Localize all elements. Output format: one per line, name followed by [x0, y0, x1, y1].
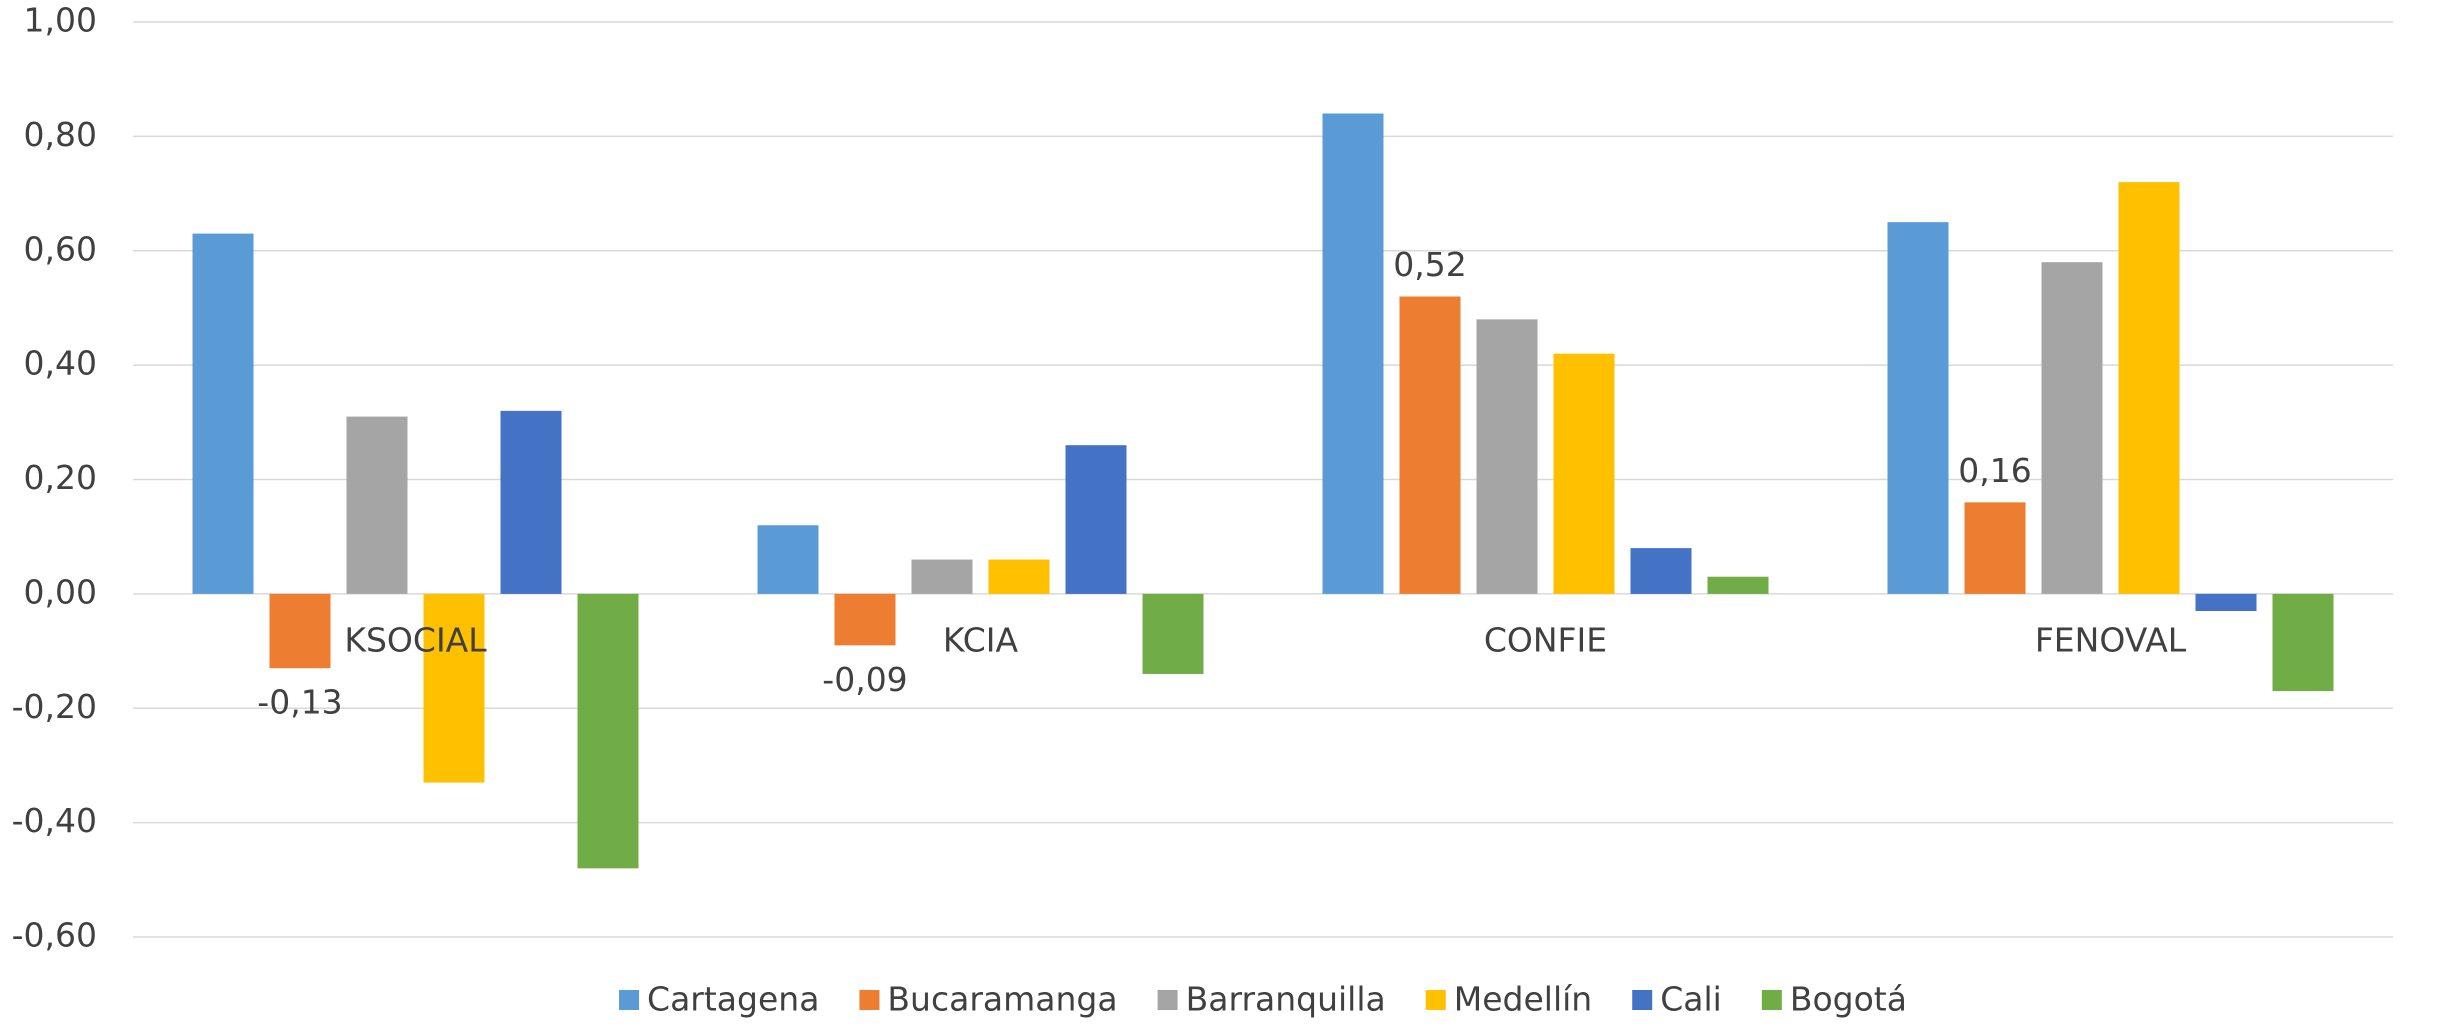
bar — [2118, 182, 2180, 594]
y-tick-label: -0,40 — [12, 801, 97, 840]
bar — [423, 593, 485, 783]
legend-swatch — [859, 990, 880, 1010]
legend-swatch — [1157, 990, 1178, 1010]
y-tick-label: 0,00 — [24, 572, 97, 611]
legend-swatch — [1761, 990, 1782, 1010]
y-tick-label: 0,60 — [24, 229, 97, 268]
y-tick-label: 0,40 — [24, 344, 97, 383]
y-tick-label: -0,60 — [12, 916, 97, 955]
data-label: -0,09 — [822, 660, 907, 699]
legend-swatch — [1425, 990, 1446, 1010]
bar — [1322, 113, 1384, 594]
bar — [500, 410, 562, 594]
bar — [1707, 576, 1769, 594]
legend-label: Bucaramanga — [887, 980, 1117, 1019]
x-tick-label: CONFIE — [1484, 620, 1607, 659]
legend-label: Cartagena — [647, 980, 819, 1019]
bar — [1399, 296, 1461, 594]
bar — [1142, 593, 1204, 674]
bar — [1887, 222, 1949, 594]
bar — [911, 559, 973, 594]
bar — [1553, 353, 1615, 594]
bar — [757, 525, 819, 594]
bar — [834, 593, 896, 646]
y-tick-label: 0,20 — [24, 458, 97, 497]
data-label: 0,16 — [1958, 451, 2031, 490]
legend-swatch — [619, 990, 640, 1010]
bar — [2041, 262, 2103, 594]
legend-label: Bogotá — [1790, 980, 1907, 1019]
bar — [1964, 502, 2026, 594]
legend-label: Barranquilla — [1186, 980, 1386, 1019]
bar — [1630, 548, 1692, 594]
bar — [577, 593, 639, 869]
x-tick-label: FENOVAL — [2035, 620, 2187, 659]
legend-label: Cali — [1660, 980, 1722, 1019]
y-tick-label: -0,20 — [12, 687, 97, 726]
bar — [2272, 593, 2334, 692]
bar — [2195, 593, 2257, 612]
data-label: 0,52 — [1393, 245, 1466, 284]
y-tick-label: 1,00 — [24, 1, 97, 40]
x-tick-label: KCIA — [943, 620, 1019, 659]
bar — [192, 233, 254, 594]
y-tick-label: 0,80 — [24, 115, 97, 154]
legend-label: Medellín — [1454, 980, 1592, 1019]
bar — [988, 559, 1050, 594]
bar — [269, 593, 331, 669]
data-label: -0,13 — [257, 683, 342, 722]
bar — [1476, 319, 1538, 594]
bar — [1065, 445, 1127, 594]
legend-swatch — [1632, 990, 1653, 1010]
bar — [346, 416, 408, 594]
x-tick-label: KSOCIAL — [344, 620, 487, 659]
